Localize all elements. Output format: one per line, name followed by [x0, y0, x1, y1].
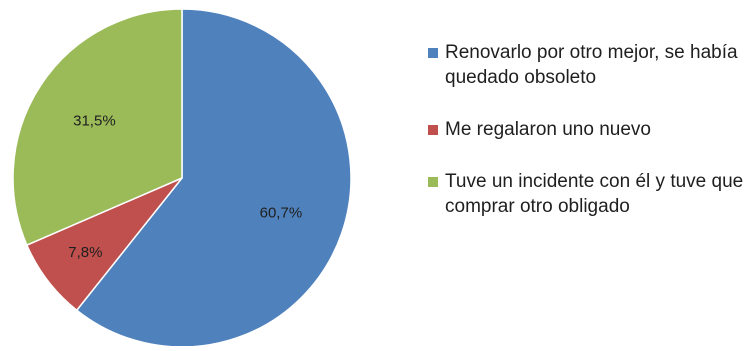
data-label-incidente: 31,5%	[73, 113, 116, 130]
legend-label-renovarlo: Renovarlo por otro mejor, se había queda…	[445, 42, 738, 88]
pie-slice-incidente	[12, 8, 183, 247]
legend-swatch-renovarlo	[428, 48, 438, 58]
data-label-regalaron: 7,8%	[68, 244, 102, 261]
legend-item-regalaron: Me regalaron uno nuevo	[428, 117, 748, 142]
legend-swatch-incidente	[428, 177, 438, 187]
legend-item-renovarlo: Renovarlo por otro mejor, se había queda…	[428, 40, 748, 90]
chart-legend: Renovarlo por otro mejor, se había queda…	[428, 40, 748, 219]
legend-swatch-regalaron	[428, 125, 438, 135]
legend-label-incidente: Tuve un incidente con él y tuve que comp…	[445, 171, 744, 217]
legend-label-regalaron: Me regalaron uno nuevo	[445, 119, 651, 140]
legend-item-incidente: Tuve un incidente con él y tuve que comp…	[428, 169, 748, 219]
data-label-renovarlo: 60,7%	[260, 205, 303, 222]
